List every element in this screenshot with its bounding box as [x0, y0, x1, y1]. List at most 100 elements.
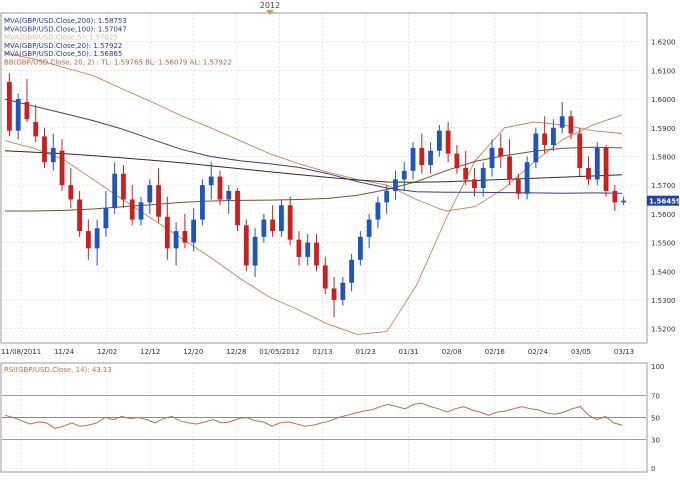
candle-body — [349, 259, 355, 283]
date-tick-label: 12/12 — [140, 348, 160, 356]
rsi-panel-frame — [0, 362, 648, 473]
price-tick-label: 1.5800 — [651, 153, 676, 161]
candle-body — [524, 162, 530, 194]
candle-body — [164, 216, 170, 249]
candle-body — [594, 147, 600, 180]
bollinger-lower-line — [4, 52, 623, 212]
candle-body — [147, 185, 153, 203]
date-tick-label: 12/02 — [97, 348, 117, 356]
candle-body — [68, 185, 74, 200]
date-tick-label: 01/13 — [312, 348, 332, 356]
candle-body — [85, 231, 91, 249]
date-tick-label: 03/13 — [614, 348, 634, 356]
legend: MVA(GBP/USD.Close,200): 1.58753MVA(GBP/U… — [4, 17, 232, 67]
candle-body — [243, 225, 249, 266]
price-tick-label: 1.6200 — [651, 39, 676, 47]
candle-body — [305, 242, 311, 257]
candle-body — [15, 99, 21, 131]
date-tick-label: 11/08/2011 — [1, 348, 41, 356]
rsi-line — [4, 402, 623, 429]
ma50-line — [5, 146, 623, 212]
year-label: 2012 — [260, 1, 280, 10]
last-price-tag: 1.56459 — [647, 195, 680, 206]
price-tick-label: 1.5200 — [651, 326, 676, 334]
candle-body — [480, 167, 486, 189]
candle-body — [533, 133, 539, 163]
candle-body — [156, 185, 161, 217]
date-tick-label: 12/20 — [183, 348, 203, 356]
candle-body — [331, 288, 337, 300]
candle-body — [200, 185, 205, 220]
date-tick-label: 02/24 — [528, 348, 549, 356]
candle-body — [50, 147, 56, 163]
candle-body — [428, 150, 433, 166]
date-axis: 11/08/2011 11/24 12/02 12/12 12/20 12/28 01/05… — [1, 348, 634, 356]
candle-body — [226, 190, 232, 200]
candle-body — [77, 199, 82, 232]
rsi-tick-label: 100 — [651, 363, 664, 371]
candle-body — [138, 202, 144, 220]
price-tick-label: 1.5400 — [651, 268, 676, 276]
candle-body — [42, 136, 47, 163]
rsi-tick-label: 50 — [651, 415, 660, 423]
candle-body — [112, 173, 118, 209]
candle-body — [173, 231, 179, 249]
date-tick-label: 02/08 — [442, 348, 462, 356]
candle-body — [287, 205, 293, 240]
candle-body — [603, 147, 609, 191]
rsi-tick-label: 70 — [651, 393, 660, 401]
date-tick-label: 03/05 — [571, 348, 591, 356]
candle-body — [410, 147, 416, 171]
candle-body — [507, 156, 512, 180]
candle-body — [322, 265, 328, 289]
candle-body — [621, 200, 627, 203]
candle-body — [261, 219, 267, 237]
candle-body — [489, 147, 495, 168]
candle-body — [182, 231, 188, 243]
candle-body — [270, 219, 276, 232]
legend-entry: MVA(GBP/USD.Close,5): 1.57025 — [4, 34, 118, 42]
candle-body — [551, 127, 556, 145]
rsi-tick-label: 30 — [651, 436, 660, 444]
rsi-tick-label: 0 — [651, 465, 655, 473]
price-tick-label: 1.6100 — [651, 67, 676, 75]
candle-body — [559, 116, 565, 128]
candle-body — [577, 133, 583, 168]
candle-body — [278, 205, 284, 232]
legend-entry: MVA(GBP/USD.Close,100): 1.57047 — [4, 25, 127, 33]
candle-body — [103, 208, 109, 229]
price-tick-label: 1.5600 — [651, 211, 676, 219]
candle-body — [454, 153, 460, 168]
bollinger-upper-line — [4, 121, 623, 335]
candle-body — [191, 219, 197, 243]
candle-body — [357, 236, 363, 260]
candle-body — [393, 179, 398, 191]
price-tick-label: 1.5700 — [651, 182, 676, 190]
candle-body — [217, 176, 223, 200]
candle-body — [296, 239, 302, 257]
candle-body — [33, 122, 39, 137]
candle-body — [445, 130, 451, 154]
date-tick-label: 11/24 — [54, 348, 75, 356]
candle-body — [340, 282, 346, 300]
rsi-panel: 100 70 50 30 0 RSI(GBP/USD.Close, 14): 43.13 — [2, 363, 664, 473]
candle-body — [235, 190, 240, 226]
candle-body — [419, 147, 425, 166]
candle-body — [252, 236, 258, 266]
candle-body — [515, 179, 521, 194]
candle-body — [121, 173, 126, 200]
price-tick-label: 1.5900 — [651, 125, 676, 133]
ma200-line — [4, 150, 623, 183]
last-price-label: 1.56459 — [649, 198, 680, 206]
candle-body — [24, 101, 30, 120]
price-tick-label: 1.5300 — [651, 297, 676, 305]
candle-body — [208, 176, 214, 186]
candle-body — [498, 147, 504, 157]
candle-body — [375, 202, 381, 220]
candles — [6, 73, 627, 318]
price-panel-frame — [0, 12, 648, 344]
candle-body — [463, 167, 469, 180]
date-tick-label: 12/28 — [226, 348, 246, 356]
